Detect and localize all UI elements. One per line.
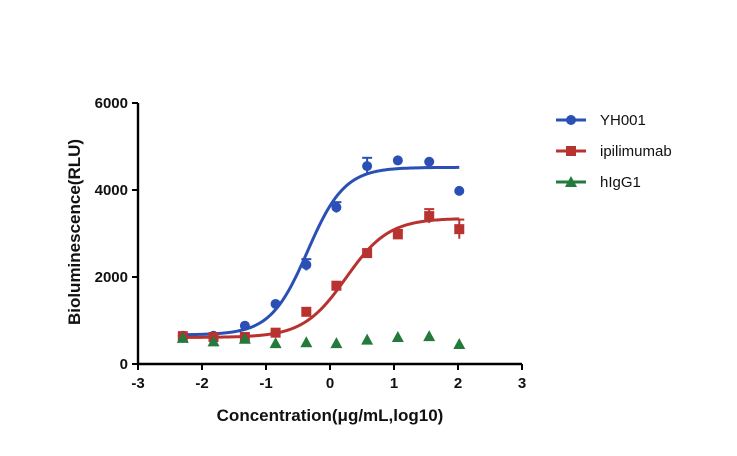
data-point-higg1 — [361, 333, 374, 345]
data-point-yh001 — [239, 320, 250, 331]
y-tick-label: 2000 — [95, 269, 128, 286]
legend-item-higg1: hIgG1 — [556, 174, 641, 191]
legend-marker-yh001 — [566, 115, 576, 125]
data-point-yh001 — [392, 155, 403, 166]
x-tick-label: 3 — [518, 375, 526, 392]
x-axis-title: Concentration(μg/mL,log10) — [217, 406, 444, 425]
y-tick-label: 4000 — [95, 182, 128, 199]
data-point-higg1 — [423, 330, 436, 342]
data-point-higg1 — [269, 337, 282, 349]
y-tick-label: 0 — [120, 356, 128, 373]
y-ticks: 0 2000 4000 6000 — [95, 95, 138, 373]
x-tick-label: 0 — [326, 375, 334, 392]
x-tick-label: -1 — [259, 375, 272, 392]
x-tick-label: 1 — [390, 375, 398, 392]
data-point-higg1 — [300, 336, 313, 348]
legend-marker-higg1 — [565, 176, 577, 187]
legend-label-ipilimumab: ipilimumab — [600, 143, 672, 160]
data-point-higg1 — [453, 337, 466, 349]
data-point-higg1 — [330, 337, 343, 349]
x-ticks: -3 -2 -1 0 1 2 3 — [131, 364, 526, 392]
legend-label-higg1: hIgG1 — [600, 174, 641, 191]
x-tick-label: 2 — [454, 375, 462, 392]
data-point-yh001 — [301, 259, 312, 270]
legend-item-ipilimumab: ipilimumab — [556, 143, 672, 160]
legend-item-yh001: YH001 — [556, 112, 646, 129]
x-tick-label: -3 — [131, 375, 144, 392]
series-ipilimumab — [177, 208, 465, 343]
axes: 0 2000 4000 6000 -3 -2 -1 0 1 2 3 — [95, 95, 527, 392]
data-point-ipilimumab — [331, 280, 342, 291]
data-point-ipilimumab — [301, 306, 312, 317]
y-tick-label: 6000 — [95, 95, 128, 112]
legend-marker-ipilimumab — [566, 146, 576, 156]
data-point-ipilimumab — [270, 327, 281, 338]
series-higg1 — [176, 330, 466, 349]
data-point-yh001 — [270, 298, 281, 309]
data-point-yh001 — [454, 185, 465, 196]
data-point-yh001 — [331, 202, 342, 213]
data-point-ipilimumab — [392, 229, 403, 240]
data-point-higg1 — [176, 331, 189, 343]
data-point-ipilimumab — [362, 248, 373, 259]
data-point-yh001 — [424, 156, 435, 167]
data-point-higg1 — [391, 331, 404, 343]
data-point-higg1 — [238, 332, 251, 344]
data-point-ipilimumab — [454, 224, 465, 235]
legend: YH001 ipilimumab hIgG1 — [556, 112, 672, 191]
data-point-yh001 — [362, 161, 373, 172]
plot-area — [176, 155, 466, 349]
legend-label-yh001: YH001 — [600, 112, 646, 129]
x-tick-label: -2 — [195, 375, 208, 392]
y-axis-title: Bioluminescence(RLU) — [65, 139, 84, 325]
fit-curve-yh001 — [182, 165, 460, 337]
data-point-higg1 — [207, 335, 220, 347]
series-yh001 — [177, 155, 465, 341]
fit-curve-ipilimumab — [182, 217, 460, 339]
data-point-ipilimumab — [424, 211, 435, 222]
